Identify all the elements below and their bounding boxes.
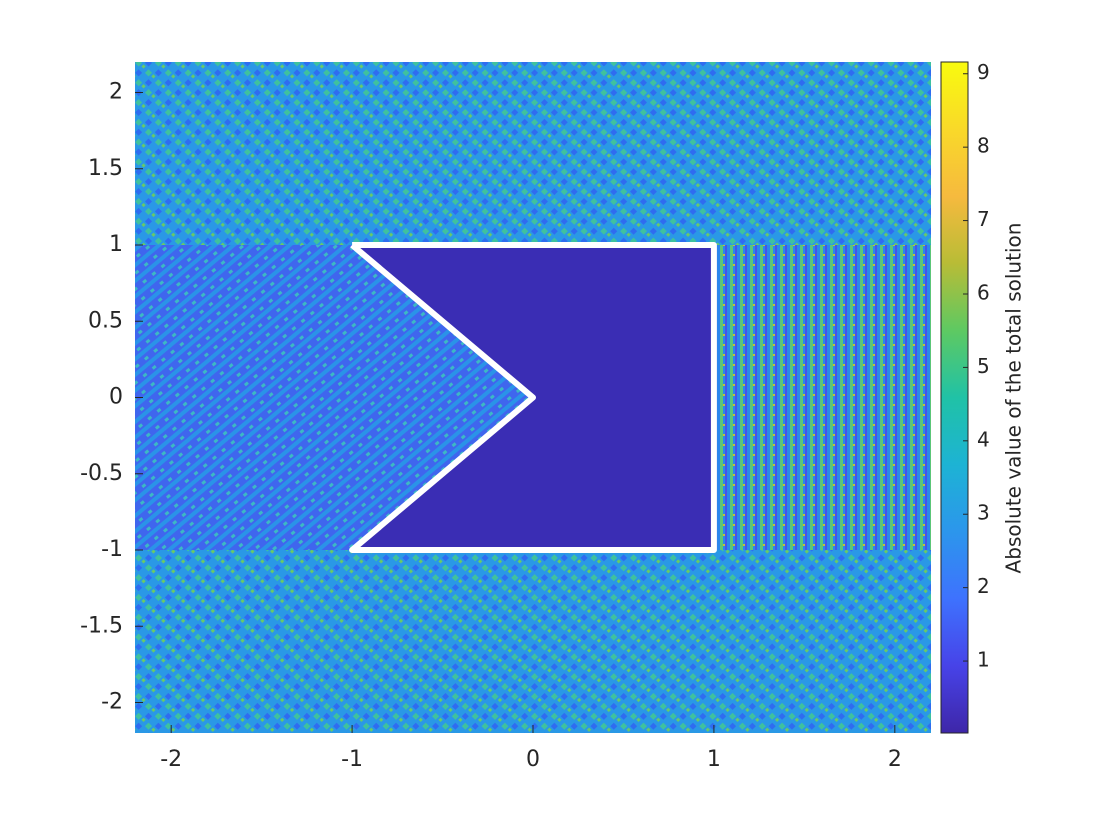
colorbar-tick-label: 5 (977, 354, 990, 378)
colorbar-tick-label: 3 (977, 501, 990, 525)
colorbar-tick-label: 1 (977, 648, 990, 672)
colorbar-tick-label: 8 (977, 134, 990, 158)
colorbar-tick-label: 6 (977, 280, 990, 304)
colorbar: Absolute value of the total solution 1 2 3… (940, 60, 1026, 734)
y-tick-label: 2 (109, 80, 123, 105)
y-tick-label: 1.5 (88, 156, 123, 181)
y-tick-label: -1.5 (80, 613, 123, 638)
heatmap-field (135, 62, 931, 733)
axes: -2 -1 0 1 2 2 1.5 1 0.5 0 -0.5 -1 -1.5 -2 (80, 80, 902, 773)
x-tick-label: -1 (341, 747, 363, 772)
right-region (713, 245, 931, 550)
x-tick-label: 1 (707, 747, 721, 772)
y-tick-label: -2 (101, 690, 123, 715)
shadow-region (135, 245, 533, 550)
colorbar-gradient (940, 61, 969, 734)
y-tick-label: 0.5 (88, 308, 123, 333)
x-tick-label: -2 (160, 747, 182, 772)
colorbar-tick-label: 4 (977, 427, 990, 451)
x-tick-label: 0 (526, 747, 540, 772)
colorbar-tick-label: 9 (977, 60, 990, 84)
y-tick-label: 0 (109, 385, 123, 410)
colorbar-tick-label: 7 (977, 207, 990, 231)
obstacle-outline (349, 242, 717, 553)
colorbar-label: Absolute value of the total solution (1002, 223, 1026, 574)
y-tick-label: -0.5 (80, 461, 123, 486)
x-tick-label: 2 (888, 747, 902, 772)
y-tick-label: 1 (109, 232, 123, 257)
y-tick-label: -1 (101, 537, 123, 562)
colorbar-tick-label: 2 (977, 574, 990, 598)
